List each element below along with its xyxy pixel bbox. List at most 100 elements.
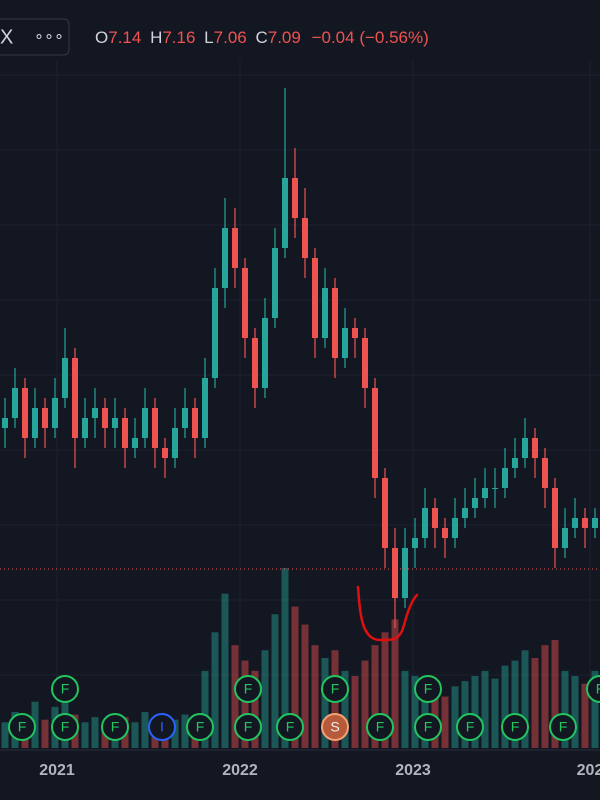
event-circle bbox=[101, 713, 129, 741]
event-marker[interactable]: F bbox=[101, 713, 129, 741]
event-marker[interactable]: F bbox=[234, 675, 262, 703]
volume-bar bbox=[391, 619, 399, 748]
event-marker[interactable]: F bbox=[414, 675, 442, 703]
volume-bar bbox=[541, 645, 549, 748]
open-label: O bbox=[95, 28, 108, 47]
event-circle bbox=[276, 713, 304, 741]
x-tick-label: 2021 bbox=[39, 762, 75, 779]
event-label: F bbox=[61, 719, 70, 735]
candle-body bbox=[182, 408, 188, 428]
high-label: H bbox=[150, 28, 162, 47]
candle-body bbox=[432, 508, 438, 528]
volume-bar bbox=[211, 632, 219, 748]
candle-body bbox=[232, 228, 238, 268]
event-marker[interactable]: F bbox=[51, 675, 79, 703]
event-marker[interactable]: F bbox=[549, 713, 577, 741]
volume-bar bbox=[41, 719, 49, 748]
candle-body bbox=[242, 268, 248, 338]
candle-body bbox=[52, 398, 58, 428]
volume-bar bbox=[411, 676, 419, 748]
volume-bar bbox=[181, 714, 189, 748]
candle-body bbox=[412, 538, 418, 548]
open-value: 7.14 bbox=[108, 28, 141, 47]
volume-bar bbox=[441, 696, 449, 748]
volume-bar bbox=[531, 658, 539, 748]
volume-bar bbox=[131, 722, 139, 748]
event-marker[interactable]: S bbox=[321, 713, 349, 741]
event-marker[interactable]: I bbox=[148, 713, 176, 741]
volume-bar bbox=[201, 670, 209, 748]
event-label: S bbox=[330, 719, 339, 735]
candle-body bbox=[552, 488, 558, 548]
event-label: F bbox=[18, 719, 27, 735]
candle-body bbox=[422, 508, 428, 538]
candle-body bbox=[512, 458, 518, 468]
volume-bar bbox=[311, 645, 319, 748]
candle-body bbox=[272, 248, 278, 318]
event-marker[interactable]: F bbox=[366, 713, 394, 741]
event-label: F bbox=[196, 719, 205, 735]
event-marker[interactable]: F bbox=[456, 713, 484, 741]
event-marker[interactable]: F bbox=[414, 713, 442, 741]
candle-body bbox=[112, 418, 118, 428]
candle-body bbox=[192, 408, 198, 438]
event-marker[interactable]: F bbox=[586, 675, 600, 703]
candle-body bbox=[372, 388, 378, 478]
event-marker[interactable]: F bbox=[8, 713, 36, 741]
event-label: F bbox=[61, 681, 70, 697]
event-label: F bbox=[244, 719, 253, 735]
volume-bar bbox=[1, 722, 9, 748]
volume-bar bbox=[491, 678, 499, 748]
event-circle bbox=[501, 713, 529, 741]
event-marker[interactable]: F bbox=[501, 713, 529, 741]
symbol: X bbox=[0, 26, 13, 48]
event-circle bbox=[549, 713, 577, 741]
candle-body bbox=[322, 288, 328, 338]
candle-body bbox=[482, 488, 488, 498]
candle-body bbox=[572, 518, 578, 528]
candle-body bbox=[582, 518, 588, 528]
event-marker[interactable]: F bbox=[321, 675, 349, 703]
symbol-box[interactable] bbox=[0, 18, 70, 56]
volume-bar bbox=[471, 676, 479, 748]
event-marker[interactable]: F bbox=[51, 713, 79, 741]
volume-bar bbox=[401, 670, 409, 748]
event-label: F bbox=[244, 681, 253, 697]
candle-body bbox=[442, 528, 448, 538]
volume-bar bbox=[451, 686, 459, 748]
candle-body bbox=[282, 178, 288, 248]
event-circle bbox=[8, 713, 36, 741]
event-label: I bbox=[160, 719, 164, 735]
volume-bar bbox=[301, 624, 309, 748]
candle-body bbox=[302, 218, 308, 258]
volume-bar bbox=[561, 670, 569, 748]
candle-body bbox=[592, 518, 598, 528]
event-label: F bbox=[424, 681, 433, 697]
change: −0.04 (−0.56%) bbox=[312, 28, 429, 47]
volume-bar bbox=[171, 719, 179, 748]
candle-body bbox=[532, 438, 538, 458]
candle-body bbox=[132, 438, 138, 448]
event-label: F bbox=[376, 719, 385, 735]
candle-body bbox=[82, 418, 88, 438]
event-label: F bbox=[286, 719, 295, 735]
event-marker[interactable]: F bbox=[186, 713, 214, 741]
candle-body bbox=[402, 548, 408, 598]
ohlc-legend: O7.14 H7.16 L7.06 C7.09 −0.04 (−0.56%) bbox=[95, 28, 429, 47]
candle-body bbox=[502, 468, 508, 488]
candle-body bbox=[72, 358, 78, 438]
candle-body bbox=[62, 358, 68, 398]
volume-bar bbox=[291, 606, 299, 748]
event-marker[interactable]: F bbox=[234, 713, 262, 741]
x-tick-label: 2023 bbox=[395, 762, 431, 779]
candle-body bbox=[262, 318, 268, 388]
low-value: 7.06 bbox=[214, 28, 247, 47]
candle-body bbox=[252, 338, 258, 388]
candle-body bbox=[202, 378, 208, 438]
more-button[interactable]: ∘∘∘ bbox=[34, 28, 64, 45]
event-marker[interactable]: F bbox=[276, 713, 304, 741]
candle-body bbox=[32, 408, 38, 438]
volume-bar bbox=[281, 568, 289, 748]
